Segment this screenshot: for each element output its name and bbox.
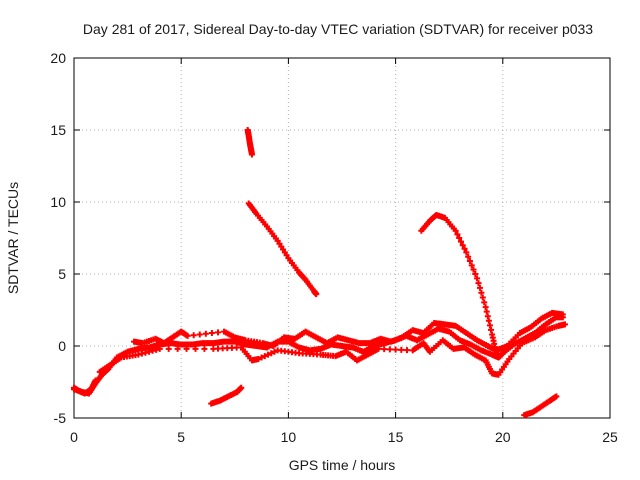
series-descending-arc-2: [418, 211, 500, 357]
y-tick-label: 20: [50, 50, 66, 66]
data-point: [92, 377, 99, 384]
x-tick-label: 5: [177, 429, 185, 445]
data-point: [190, 332, 197, 339]
data-point: [255, 355, 262, 362]
data-point: [398, 346, 405, 353]
data-point: [271, 348, 278, 355]
axis-ticks: [73, 57, 611, 419]
data-point: [184, 332, 191, 339]
data-point: [493, 350, 500, 357]
data-point: [261, 353, 268, 360]
data-point: [463, 249, 470, 256]
data-point: [559, 311, 566, 318]
data-point: [208, 330, 215, 337]
data-point: [196, 331, 203, 338]
y-tick-label: 10: [50, 194, 66, 210]
series-start-cluster: [71, 377, 99, 397]
data-point: [472, 271, 479, 277]
data-point: [375, 345, 382, 352]
data-marks: [71, 127, 568, 419]
data-point: [404, 347, 411, 354]
series-main-track-upper: [131, 309, 566, 354]
data-point: [475, 280, 482, 287]
data-point: [258, 354, 265, 361]
x-tick-label: 25: [602, 429, 618, 445]
data-point: [461, 245, 468, 252]
data-point: [201, 345, 208, 352]
data-point: [561, 321, 568, 328]
data-point: [468, 262, 475, 269]
data-point: [488, 326, 495, 333]
data-point: [268, 350, 275, 357]
data-point: [481, 299, 488, 306]
data-point: [483, 308, 490, 315]
data-point: [381, 346, 388, 353]
data-point: [392, 346, 399, 353]
data-point: [192, 345, 199, 352]
data-point: [454, 231, 461, 238]
y-tick-label: 15: [50, 122, 66, 138]
chart-title: Day 281 of 2017, Sidereal Day-to-day VTE…: [83, 21, 593, 37]
x-tick-label: 0: [70, 429, 78, 445]
data-point: [238, 384, 245, 391]
data-point: [478, 289, 485, 296]
x-tick-label: 15: [388, 429, 404, 445]
data-point: [215, 329, 222, 336]
series-descending-arc-1: [245, 200, 320, 298]
data-point: [466, 258, 473, 265]
data-point: [456, 235, 463, 241]
data-point: [386, 346, 393, 353]
data-point: [183, 345, 190, 352]
data-point: [470, 266, 477, 273]
series-main-track-lower: [96, 321, 568, 378]
data-point: [482, 304, 489, 311]
data-point: [265, 351, 272, 358]
y-axis-label: SDTVAR / TECUs: [5, 182, 21, 294]
y-tick-label: 0: [58, 338, 66, 354]
data-point: [452, 227, 459, 234]
data-point: [479, 294, 486, 301]
data-point: [486, 322, 493, 329]
series-short-segment-top: [244, 127, 255, 158]
plot-frame: [73, 57, 611, 419]
data-point: [248, 151, 255, 158]
grid: [74, 58, 610, 418]
data-point: [484, 313, 491, 320]
series-bottom-segment-1: [208, 384, 245, 407]
data-point: [174, 345, 181, 352]
data-point: [459, 242, 466, 249]
data-point: [156, 345, 163, 352]
data-point: [553, 393, 560, 400]
data-point: [165, 345, 172, 352]
data-point: [465, 253, 472, 260]
y-tick-label: 5: [58, 266, 66, 282]
data-point: [457, 238, 464, 245]
data-point: [313, 291, 320, 298]
y-tick-label: -5: [54, 410, 67, 426]
x-tick-label: 10: [281, 429, 297, 445]
series-bottom-segment-2: [521, 393, 560, 419]
x-axis-label: GPS time / hours: [289, 457, 396, 473]
data-point: [485, 317, 492, 324]
x-tick-label: 20: [495, 429, 511, 445]
data-point: [474, 275, 481, 282]
data-point: [476, 284, 483, 291]
data-point: [202, 330, 209, 337]
